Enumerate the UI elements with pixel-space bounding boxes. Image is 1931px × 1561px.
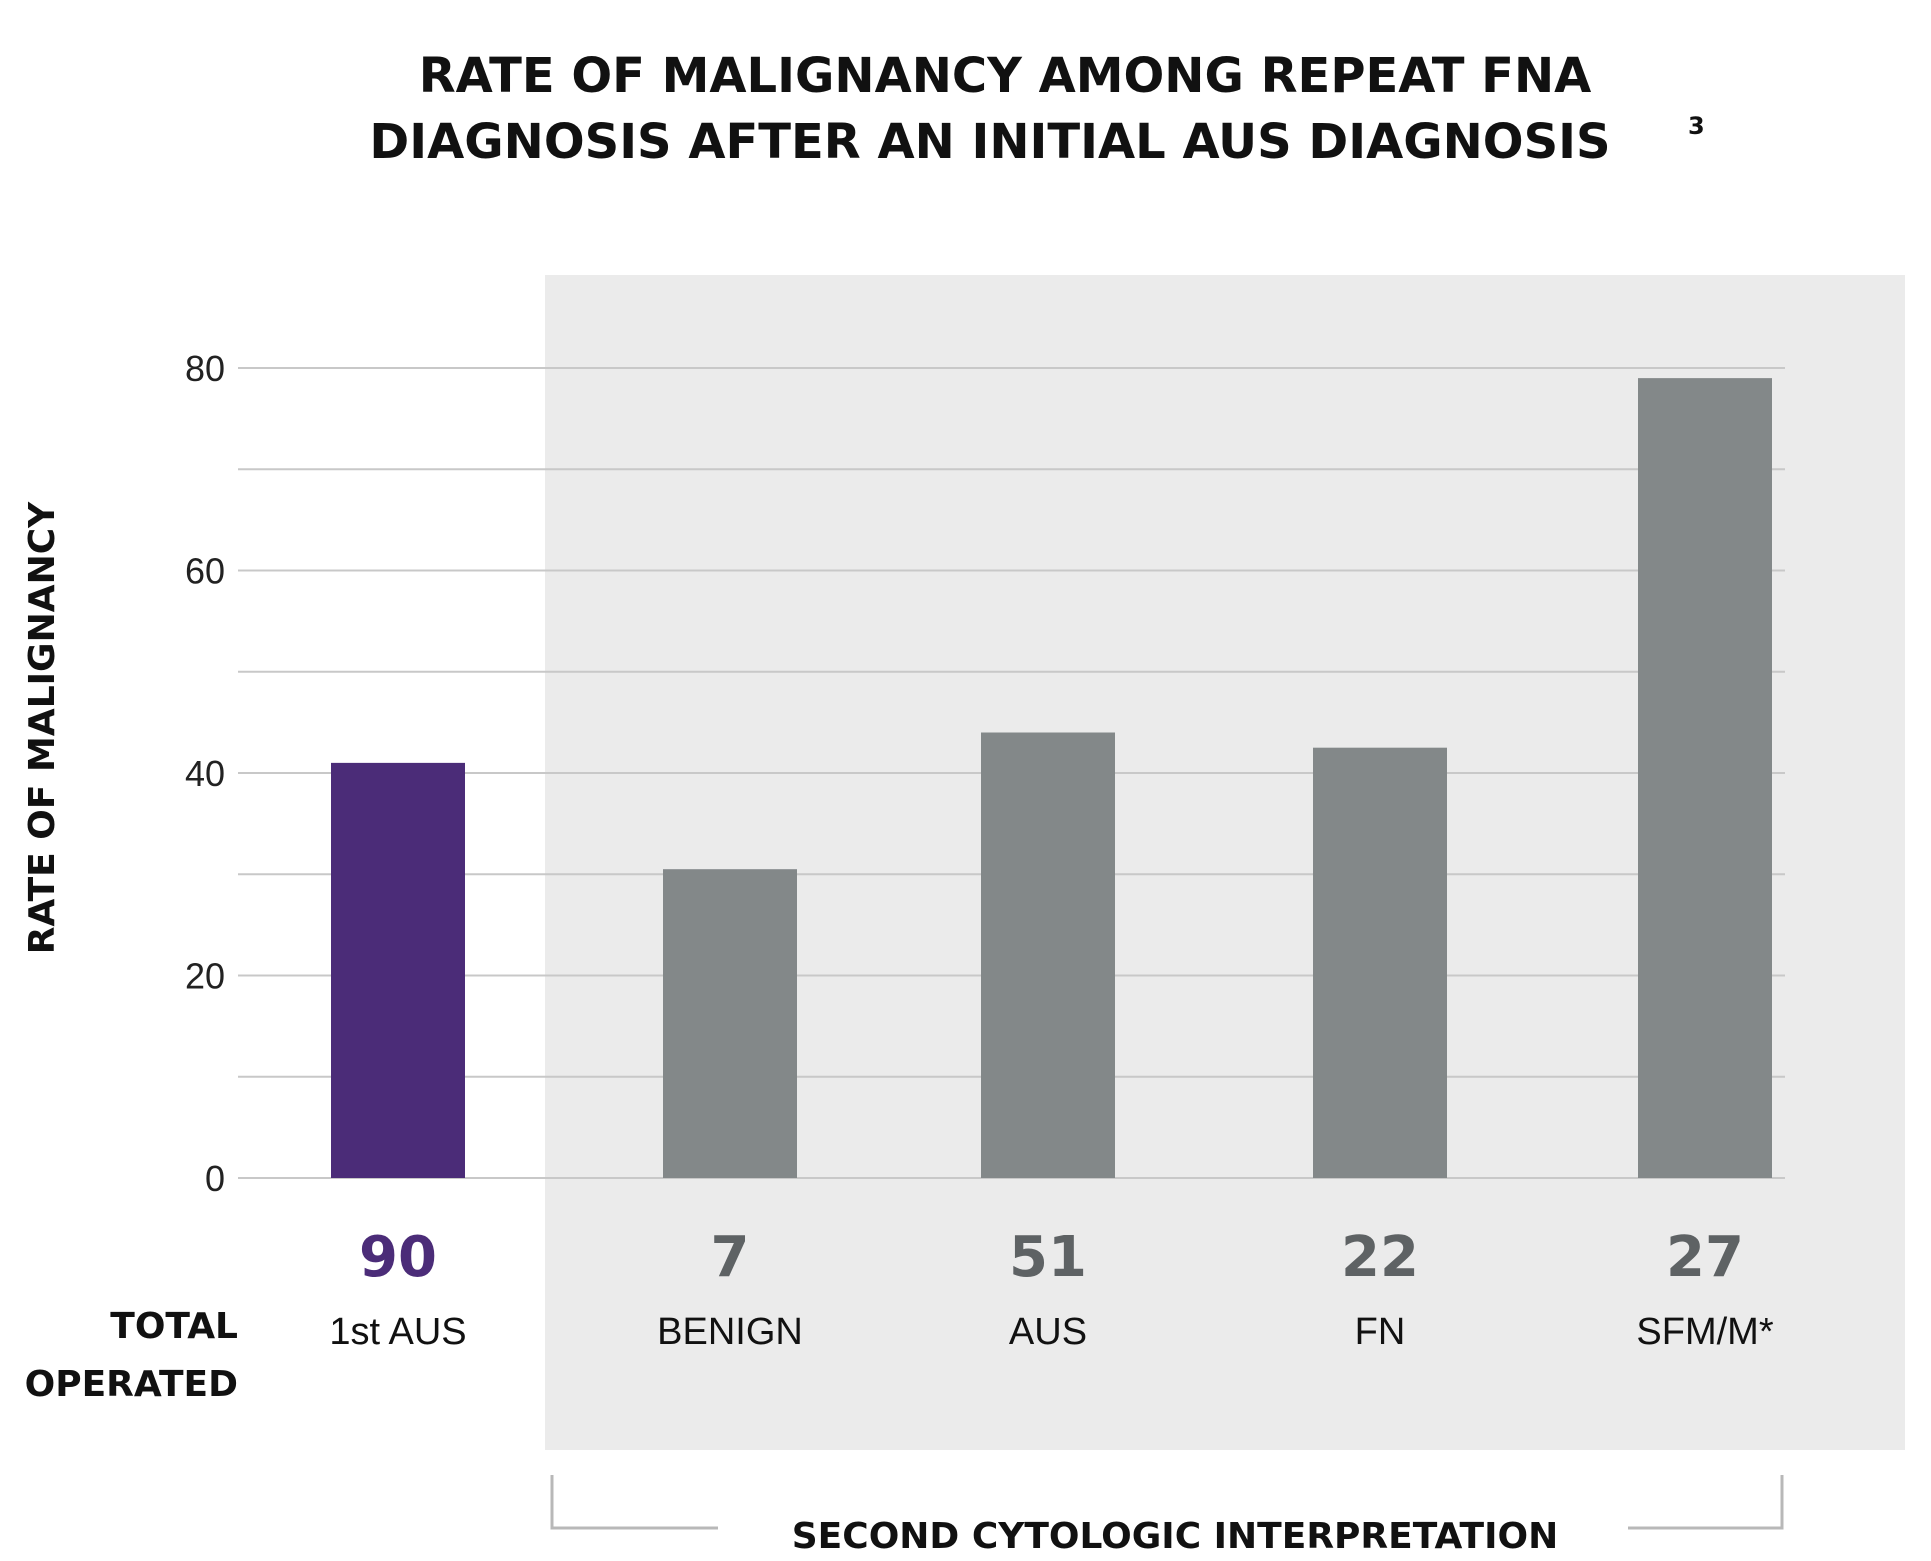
bars: [331, 378, 1772, 1178]
y-tick-label: 80: [185, 348, 225, 389]
total-operated-count: 27: [1666, 1225, 1744, 1290]
category-label: BENIGN: [657, 1311, 803, 1353]
bar-sfm-m: [1638, 378, 1772, 1178]
y-tick-label: 40: [185, 753, 225, 794]
total-operated-counts: 90 7 51 22 27: [359, 1225, 1744, 1290]
y-tick-label: 20: [185, 956, 225, 997]
y-tick-label: 60: [185, 551, 225, 592]
group-bracket: [550, 1475, 1784, 1530]
category-label: AUS: [1009, 1311, 1087, 1353]
total-operated-label-line-2: OPERATED: [25, 1364, 238, 1405]
group-label: SECOND CYTOLOGIC INTERPRETATION: [792, 1516, 1559, 1557]
bar-fn: [1313, 747, 1447, 1178]
total-operated-label-line-1: TOTAL: [110, 1306, 238, 1347]
total-operated-count: 22: [1341, 1225, 1419, 1290]
total-operated-count: 90: [359, 1225, 437, 1290]
category-label: SFM/M*: [1636, 1311, 1773, 1353]
y-axis-label: RATE OF MALIGNANCY: [22, 501, 63, 954]
chart-title-line-1: RATE OF MALIGNANCY AMONG REPEAT FNA: [419, 48, 1592, 104]
category-label: FN: [1355, 1311, 1406, 1353]
y-tick-labels: 0 20 40 60 80: [185, 348, 225, 1199]
bar-benign: [663, 869, 797, 1178]
bar-aus: [981, 732, 1115, 1178]
y-tick-label: 0: [205, 1158, 225, 1199]
category-label: 1st AUS: [329, 1311, 466, 1353]
chart-title-line-2: DIAGNOSIS AFTER AN INITIAL AUS DIAGNOSIS: [369, 114, 1610, 170]
bar-1st-aus: [331, 762, 465, 1178]
total-operated-count: 7: [711, 1225, 750, 1290]
chart-title-superscript: 3: [1688, 112, 1705, 140]
category-labels: 1st AUS BENIGN AUS FN SFM/M*: [329, 1311, 1773, 1353]
total-operated-count: 51: [1009, 1225, 1087, 1290]
